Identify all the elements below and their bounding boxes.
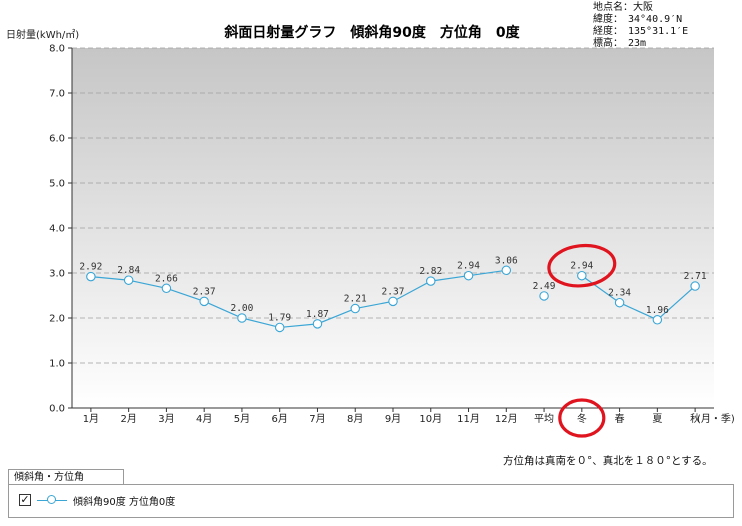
azimuth-note: 方位角は真南を０°、真北を１８０°とする。 <box>503 454 713 467</box>
x-tick-label: 秋 <box>690 412 700 425</box>
data-label: 2.00 <box>230 303 253 314</box>
x-tick-label: 7月 <box>309 413 325 425</box>
data-point <box>652 315 663 325</box>
data-point <box>690 281 700 291</box>
legend: 傾斜角・方位角 ✓ 傾斜角90度 方位角0度 <box>8 469 734 519</box>
data-label: 2.37 <box>382 286 405 297</box>
data-label: 2.37 <box>193 286 216 297</box>
x-tick-label: 3月 <box>158 413 174 425</box>
y-tick-label: 7.0 <box>49 89 65 100</box>
location-latitude: 緯度： 34°40.9′N <box>593 12 682 25</box>
location-info: 地点名：大阪 緯度： 34°40.9′N 経度： 135°31.1′E 標高： … <box>593 0 688 49</box>
y-tick-label: 3.0 <box>49 269 65 280</box>
x-tick-label: 春 <box>615 413 625 425</box>
series-line-segment <box>90 269 507 329</box>
data-point <box>86 271 96 282</box>
data-label: 2.94 <box>457 261 480 272</box>
legend-circle-marker-icon <box>47 495 56 504</box>
data-label: 2.21 <box>344 294 367 305</box>
data-point <box>274 322 285 333</box>
x-tick-labels: 1月 2月 3月 4月 5月 6月 7月 8月 9月 10月 11月 12月 平均 冬 春 夏 秋 <box>83 408 700 425</box>
y-tick-label: 5.0 <box>49 179 65 190</box>
location-longitude: 経度： 135°31.1′E <box>593 24 688 37</box>
x-tick-label: 11月 <box>457 413 480 425</box>
data-label: 2.94 <box>570 261 593 272</box>
x-tick-label: 4月 <box>196 413 212 425</box>
x-tick-label: 夏 <box>652 413 662 425</box>
y-tick-label: 2.0 <box>49 314 65 325</box>
chart-title: 斜面日射量グラフ 傾斜角90度 方位角 0度 <box>223 24 520 41</box>
data-point <box>123 275 134 285</box>
series-line <box>90 269 696 329</box>
data-label: 2.92 <box>79 262 102 273</box>
annotation-circle-category <box>558 398 606 438</box>
check-icon: ✓ <box>20 493 30 506</box>
x-tick-label: 12月 <box>495 413 518 425</box>
annotations <box>547 243 617 438</box>
data-label: 1.79 <box>268 312 291 323</box>
legend-checkbox[interactable]: ✓ <box>19 494 31 506</box>
series-points <box>86 265 700 333</box>
data-label: 2.71 <box>684 271 707 282</box>
x-tick-label: 8月 <box>347 413 363 425</box>
x-tick-label: 5月 <box>234 413 250 425</box>
x-tick-label: 9月 <box>385 413 401 425</box>
x-tick-label: 冬 <box>577 412 587 425</box>
data-label: 2.84 <box>117 265 140 276</box>
data-label: 2.49 <box>533 281 556 292</box>
data-labels: 2.92 2.84 2.66 2.37 2.00 1.79 1.87 2.21 2.37 2.82… <box>79 255 706 323</box>
data-point <box>539 291 549 301</box>
x-tick-label: 2月 <box>120 413 136 425</box>
data-point <box>426 276 436 286</box>
x-tick-label: 10月 <box>419 413 442 425</box>
y-tick-label: 4.0 <box>49 224 65 235</box>
location-name: 地点名：大阪 <box>593 0 653 13</box>
data-point <box>312 319 323 329</box>
y-axis-label: 日射量(kWh/㎡) <box>6 29 79 41</box>
x-tick-label: 平均 <box>534 413 554 425</box>
annotation-circle-value <box>547 243 617 288</box>
y-tick-label: 0.0 <box>49 404 65 415</box>
data-point <box>350 303 360 314</box>
x-tick-label: 6月 <box>272 413 288 425</box>
data-point <box>614 297 625 308</box>
y-tick-label: 8.0 <box>49 44 65 55</box>
data-point <box>388 296 398 307</box>
legend-panel: ✓ 傾斜角90度 方位角0度 <box>8 484 734 518</box>
y-tick-labels: 0.0 1.0 2.0 3.0 4.0 5.0 6.0 7.0 8.0 <box>49 44 72 415</box>
data-label: 1.96 <box>646 305 669 316</box>
location-elevation: 標高： 23m <box>593 36 646 49</box>
data-label: 2.66 <box>155 273 178 284</box>
legend-item-label: 傾斜角90度 方位角0度 <box>73 497 176 508</box>
data-point <box>463 270 474 281</box>
legend-tab[interactable]: 傾斜角・方位角 <box>8 469 124 485</box>
series-line-segment <box>581 275 696 321</box>
data-point <box>161 283 172 294</box>
y-tick-label: 6.0 <box>49 134 65 145</box>
data-label: 3.06 <box>495 255 518 266</box>
data-label: 2.34 <box>608 288 631 299</box>
data-point <box>199 296 209 307</box>
data-label: 1.87 <box>306 309 329 320</box>
data-point <box>577 270 587 281</box>
grid-lines <box>72 47 714 364</box>
x-axis-label: (月・季) <box>697 413 735 425</box>
x-tick-label: 1月 <box>83 413 99 425</box>
legend-tab-label: 傾斜角・方位角 <box>14 472 84 483</box>
data-label: 2.82 <box>419 266 442 277</box>
data-point <box>501 265 512 276</box>
data-point <box>237 313 247 323</box>
y-tick-label: 1.0 <box>49 359 65 370</box>
